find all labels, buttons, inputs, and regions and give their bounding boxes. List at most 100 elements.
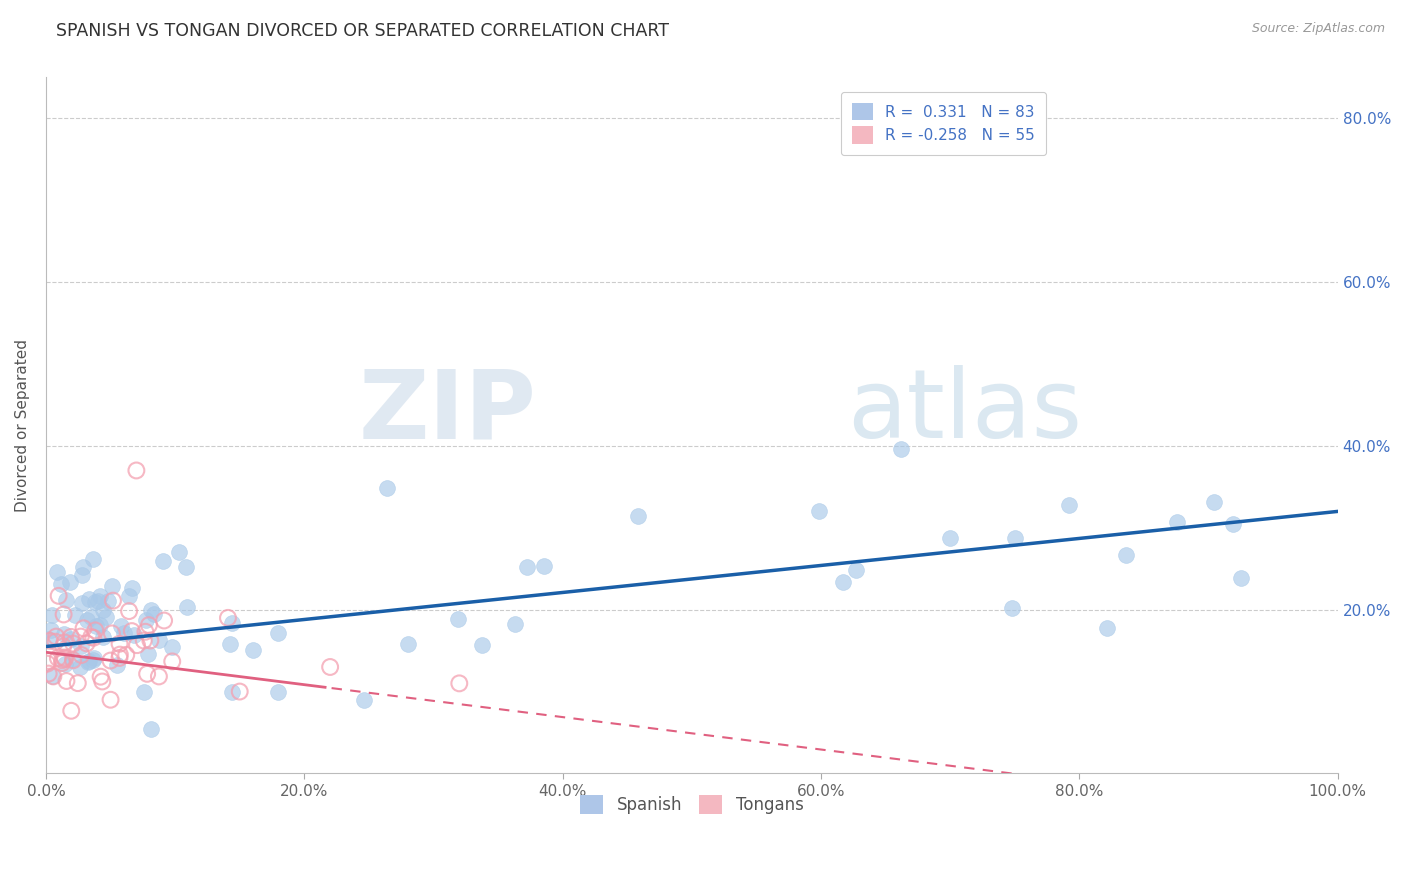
Point bbox=[37, 632, 59, 646]
Point bbox=[51, 577, 73, 591]
Point bbox=[87, 594, 110, 608]
Point bbox=[37, 657, 59, 671]
Point bbox=[101, 578, 124, 592]
Point bbox=[46, 565, 69, 579]
Point bbox=[55, 592, 77, 607]
Point bbox=[83, 595, 105, 609]
Point bbox=[51, 653, 73, 667]
Point bbox=[267, 626, 290, 640]
Point bbox=[93, 603, 115, 617]
Point bbox=[807, 504, 830, 518]
Point bbox=[83, 651, 105, 665]
Point bbox=[503, 616, 526, 631]
Point bbox=[60, 632, 83, 646]
Point bbox=[60, 704, 83, 718]
Point bbox=[160, 654, 183, 668]
Point bbox=[69, 660, 91, 674]
Point bbox=[136, 666, 159, 681]
Point bbox=[135, 613, 157, 627]
Point bbox=[108, 651, 131, 665]
Text: atlas: atlas bbox=[846, 365, 1083, 458]
Legend: Spanish, Tongans: Spanish, Tongans bbox=[569, 785, 814, 824]
Point bbox=[38, 666, 60, 681]
Point bbox=[52, 640, 75, 654]
Point bbox=[100, 692, 122, 706]
Point bbox=[76, 613, 98, 627]
Point bbox=[160, 640, 183, 654]
Point bbox=[122, 628, 145, 642]
Point bbox=[84, 624, 107, 638]
Point bbox=[53, 652, 76, 666]
Point bbox=[939, 532, 962, 546]
Point bbox=[69, 630, 91, 644]
Point bbox=[70, 596, 93, 610]
Point bbox=[53, 657, 76, 672]
Point bbox=[398, 637, 420, 651]
Point bbox=[108, 648, 131, 662]
Point bbox=[138, 618, 160, 632]
Point bbox=[41, 669, 63, 683]
Point bbox=[91, 630, 114, 644]
Point bbox=[52, 607, 75, 622]
Point bbox=[1115, 548, 1137, 562]
Point bbox=[70, 648, 93, 662]
Point bbox=[319, 660, 342, 674]
Point bbox=[82, 631, 104, 645]
Point bbox=[121, 581, 143, 595]
Y-axis label: Divorced or Separated: Divorced or Separated bbox=[15, 339, 30, 512]
Point bbox=[59, 574, 82, 589]
Point bbox=[94, 610, 117, 624]
Point bbox=[134, 684, 156, 698]
Point bbox=[101, 593, 124, 607]
Point bbox=[80, 609, 103, 624]
Point bbox=[134, 624, 156, 639]
Point bbox=[89, 618, 111, 632]
Point bbox=[115, 648, 138, 662]
Point bbox=[242, 643, 264, 657]
Point bbox=[91, 674, 114, 689]
Point bbox=[167, 545, 190, 559]
Text: SPANISH VS TONGAN DIVORCED OR SEPARATED CORRELATION CHART: SPANISH VS TONGAN DIVORCED OR SEPARATED … bbox=[56, 22, 669, 40]
Point bbox=[55, 673, 77, 688]
Point bbox=[218, 637, 240, 651]
Point bbox=[76, 636, 98, 650]
Point bbox=[375, 481, 398, 495]
Point bbox=[228, 684, 250, 698]
Point bbox=[148, 632, 170, 647]
Point bbox=[152, 554, 174, 568]
Point bbox=[66, 676, 89, 690]
Point bbox=[1001, 600, 1024, 615]
Point bbox=[176, 600, 198, 615]
Point bbox=[53, 650, 76, 665]
Point bbox=[1222, 516, 1244, 531]
Point bbox=[100, 654, 122, 668]
Text: ZIP: ZIP bbox=[359, 365, 537, 458]
Point bbox=[516, 559, 538, 574]
Point bbox=[82, 552, 104, 566]
Point bbox=[76, 655, 98, 669]
Point bbox=[125, 463, 148, 477]
Point bbox=[101, 626, 124, 640]
Point bbox=[53, 635, 76, 649]
Point bbox=[51, 656, 73, 670]
Point bbox=[97, 594, 120, 608]
Point bbox=[449, 676, 471, 690]
Point bbox=[142, 607, 165, 621]
Point bbox=[46, 651, 69, 665]
Point bbox=[84, 619, 107, 633]
Point bbox=[72, 560, 94, 574]
Point bbox=[44, 634, 66, 648]
Point bbox=[62, 653, 84, 667]
Point bbox=[118, 604, 141, 618]
Text: Source: ZipAtlas.com: Source: ZipAtlas.com bbox=[1251, 22, 1385, 36]
Point bbox=[139, 602, 162, 616]
Point bbox=[132, 633, 155, 648]
Point bbox=[1004, 531, 1026, 545]
Point bbox=[41, 607, 63, 622]
Point bbox=[148, 669, 170, 683]
Point bbox=[110, 619, 132, 633]
Point bbox=[90, 670, 112, 684]
Point bbox=[60, 630, 83, 644]
Point bbox=[1057, 498, 1080, 512]
Point bbox=[627, 509, 650, 524]
